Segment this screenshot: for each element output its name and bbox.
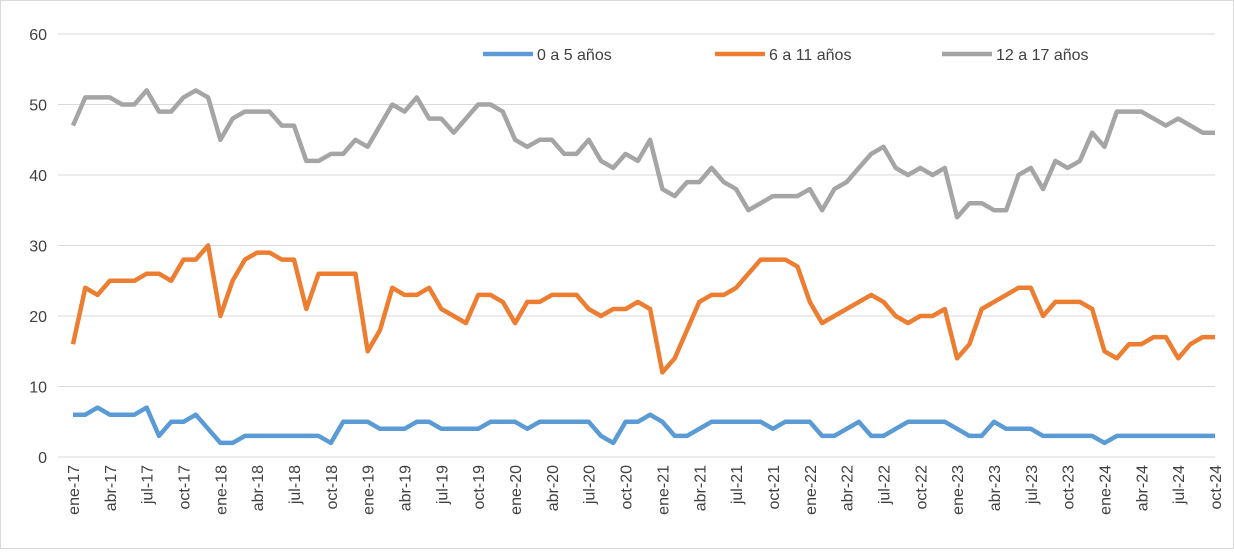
legend-label: 0 a 5 años: [537, 47, 612, 64]
y-tick-label: 50: [29, 98, 47, 115]
y-tick-label: 20: [29, 309, 47, 326]
x-tick-label: abr-17: [103, 465, 120, 511]
x-tick-label: jul-17: [140, 465, 157, 505]
x-tick-label: jul-18: [287, 465, 304, 505]
x-tick-label: ene-20: [508, 465, 525, 515]
x-tick-label: ene-21: [655, 465, 672, 515]
legend-label: 6 a 11 años: [769, 47, 851, 64]
x-tick-label: ene-22: [803, 465, 820, 515]
series-line: [73, 405, 1215, 446]
x-tick-label: ene-17: [66, 465, 83, 515]
x-tick-label: jul-22: [876, 465, 893, 505]
x-tick-label: abr-24: [1134, 465, 1151, 511]
series-line: [70, 88, 1215, 220]
x-tick-label: abr-22: [840, 465, 857, 511]
y-tick-label: 0: [38, 450, 47, 467]
x-tick-label: ene-19: [361, 465, 378, 515]
x-tick-label: oct-22: [913, 465, 930, 510]
x-tick-label: jul-23: [1024, 465, 1041, 505]
x-tick-label: ene-23: [950, 465, 967, 515]
series-line: [70, 243, 1215, 375]
x-tick-label: jul-20: [582, 465, 599, 505]
legend-label: 12 a 17 años: [996, 47, 1089, 64]
x-tick-label: jul-24: [1171, 465, 1188, 505]
x-tick-label: oct-24: [1208, 465, 1225, 510]
y-tick-label: 30: [29, 239, 47, 256]
x-tick-label: jul-19: [434, 465, 451, 505]
y-tick-label: 40: [29, 168, 47, 185]
x-tick-label: abr-23: [987, 465, 1004, 511]
x-tick-label: oct-19: [471, 465, 488, 510]
x-tick-label: abr-20: [545, 465, 562, 511]
x-tick-label: oct-18: [324, 465, 341, 510]
x-tick-label: oct-20: [619, 465, 636, 510]
y-tick-label: 60: [29, 27, 47, 44]
x-tick-label: ene-18: [213, 465, 230, 515]
x-tick-label: oct-17: [177, 465, 194, 510]
x-tick-label: oct-21: [766, 465, 783, 510]
x-tick-label: abr-18: [250, 465, 267, 511]
x-tick-label: ene-24: [1097, 465, 1114, 515]
x-tick-label: oct-23: [1061, 465, 1078, 510]
y-tick-label: 10: [29, 380, 47, 397]
x-tick-label: abr-21: [692, 465, 709, 511]
x-tick-label: abr-19: [398, 465, 415, 511]
x-tick-label: jul-21: [729, 465, 746, 505]
